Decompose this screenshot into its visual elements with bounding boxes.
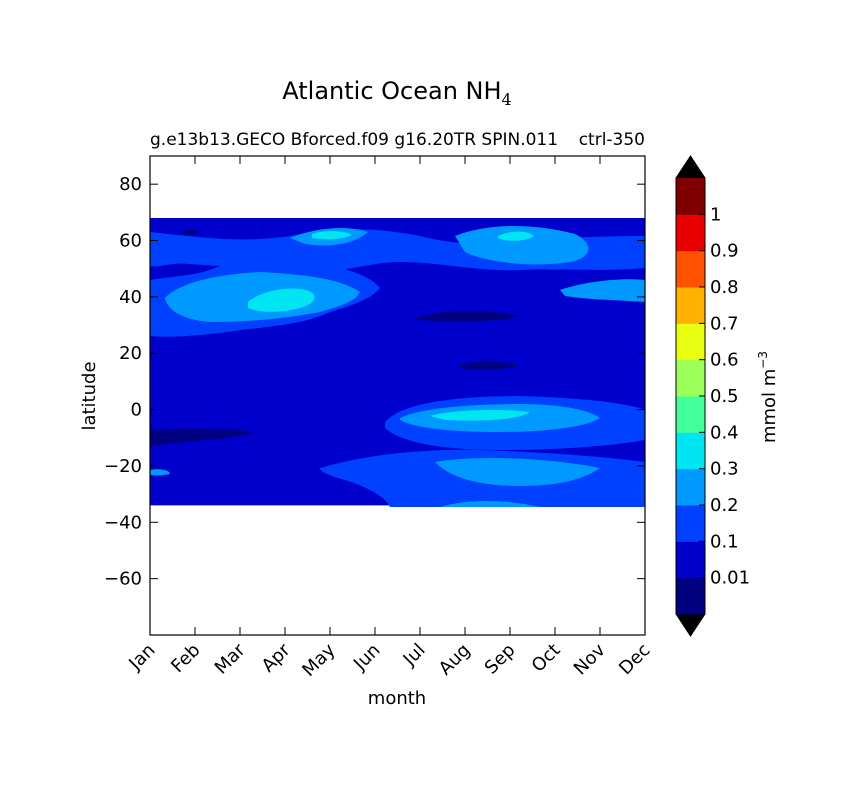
colorbar-tick-label: 0.8 [710,277,739,298]
y-axis: 80 60 40 20 0 −20 −40 −60 [104,174,645,590]
x-tick-label: Sep [481,640,520,679]
colorbar-tick-label: 0.01 [710,568,750,589]
summer-subpolar-core [312,231,534,241]
colorbar-tick-label: 0.1 [710,531,739,552]
y-tick-label: −20 [104,456,142,477]
colorbar-tick-label: 0.9 [710,241,739,262]
chart-subtitle-left: g.e13b13.GECO Bforced.f09 g16.20TR SPIN.… [150,130,558,150]
colorbar-tick-label: 0.3 [710,459,739,480]
y-tick-label: −40 [104,512,142,533]
colorbar-tick-label: 0.6 [710,350,739,371]
colorbar-tick-label: 0.2 [710,495,739,516]
colorbar-swatch [676,505,705,542]
x-tick-label: Jan [124,640,159,675]
colorbar-swatch [676,214,705,252]
x-axis-label: month [368,688,426,709]
colorbar-swatch [676,178,705,215]
equatorial-peak [430,409,530,421]
colorbar-swatch [676,468,705,506]
y-tick-label: 80 [119,174,142,195]
plot-frame [149,155,646,636]
x-tick-label: Dec [615,640,654,679]
spring-bloom-core [248,288,315,312]
colorbar-tick-label: 0.5 [710,386,739,407]
x-tick-label: Nov [570,639,610,679]
y-tick-label: 60 [119,231,142,252]
x-tick-label: Jul [399,640,430,671]
colorbar-swatch [676,541,705,579]
y-tick-label: 40 [119,287,142,308]
low-pocket-mid [458,361,520,370]
x-tick-label: Aug [435,640,475,680]
y-tick-label: 20 [119,343,142,364]
south-core [150,458,600,507]
y-tick-label: 0 [131,400,142,421]
y-tick-label: −60 [104,569,142,590]
x-tick-label: May [298,639,339,680]
colorbar-swatch [676,396,705,433]
colorbar: 0.01 0.1 0.2 0.3 0.4 0.5 0.6 0.7 0.8 0.9 1 [675,155,750,637]
chart-title: Atlantic Ocean NH4 [282,77,511,109]
colorbar-swatch [676,359,705,397]
colorbar-label: mmol m−3 [756,351,780,443]
x-tick-label: Mar [211,639,250,678]
colorbar-tick-label: 1 [710,204,721,225]
colorbar-extend-high [676,156,705,178]
colorbar-swatch [676,323,705,361]
colorbar-extend-low [676,614,705,636]
x-tick-label: Feb [167,640,204,677]
x-tick-label: Jun [349,640,384,675]
contour-field [150,217,645,507]
x-tick-label: Oct [528,640,565,677]
colorbar-outline [675,155,706,637]
colorbar-swatch [676,250,705,288]
colorbar-tick-label: 0.7 [710,313,739,334]
colorbar-swatch [676,432,705,470]
colorbar-tick-label: 0.4 [710,422,739,443]
x-tick-label: Apr [258,639,295,676]
colorbar-swatch [676,287,705,324]
chart-subtitle-right: ctrl-350 [579,130,645,150]
colorbar-swatch [676,577,705,615]
low-pocket-north [416,310,520,322]
summer-subpolar-patch [290,225,645,302]
y-axis-label: latitude [79,361,100,430]
